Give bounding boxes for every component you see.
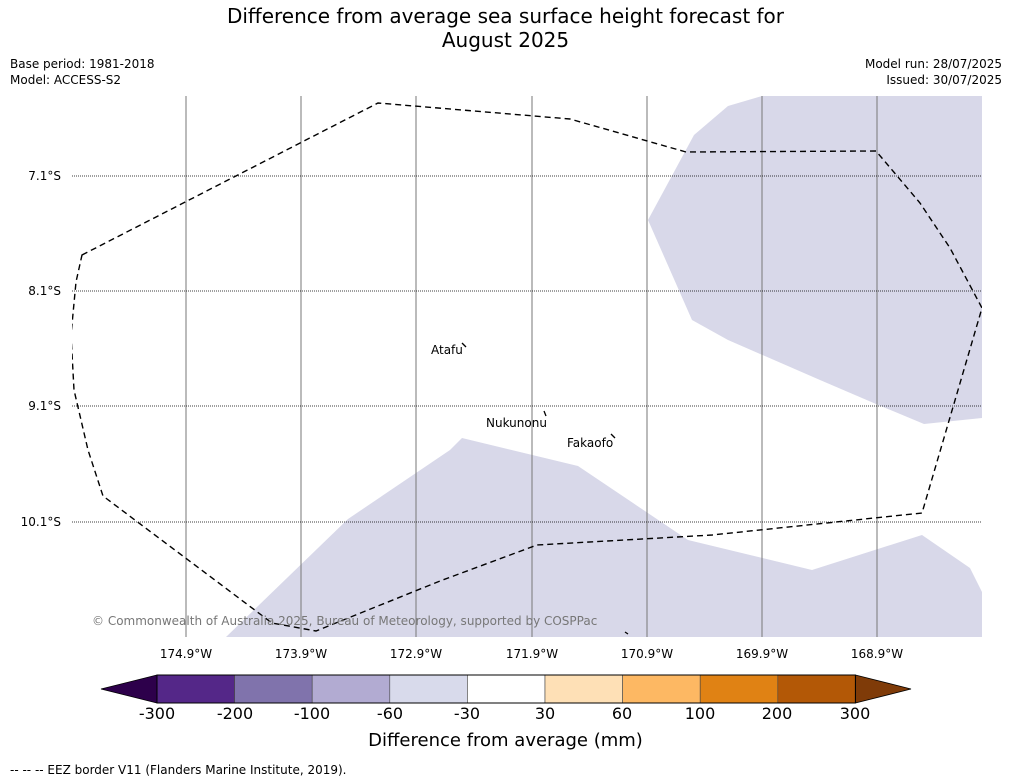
colorbar-extend-max (855, 674, 912, 704)
colorbar-segment-5 (544, 674, 623, 704)
map-title: Difference from average sea surface heig… (0, 4, 1011, 52)
issue-info: Model run: 28/07/2025 Issued: 30/07/2025 (865, 56, 1002, 88)
title-line-2: August 2025 (441, 28, 570, 52)
atafu-island-shape (461, 342, 467, 348)
lon-label-170-9w: 170.9°W (620, 647, 674, 661)
lon-label-168-9w: 168.9°W (850, 647, 904, 661)
colorbar-tick-minus300: -300 (138, 704, 176, 723)
lat-label-10-1s: 10.1°S (20, 515, 61, 529)
colorbar-tick-60: 60 (611, 704, 633, 723)
colorbar-segment-1 (234, 674, 313, 704)
colorbar-segment-2 (311, 674, 391, 704)
lon-label-173-9w: 173.9°W (274, 647, 328, 661)
lon-label-169-9w: 169.9°W (735, 647, 789, 661)
anomaly-region-south (226, 438, 982, 637)
colorbar-tick-200: 200 (761, 704, 793, 723)
lon-label-172-9w: 172.9°W (389, 647, 443, 661)
copyright-text: © Commonwealth of Australia 2025, Bureau… (92, 614, 598, 628)
colorbar-tick-minus60: -60 (376, 704, 404, 723)
model-run-text: Model run: 28/07/2025 (864, 57, 1002, 71)
fakaofo-island-shape (610, 433, 616, 439)
lat-label-9-1s: 9.1°S (28, 399, 61, 413)
colorbar-tick-minus200: -200 (216, 704, 254, 723)
lat-label-7-1s: 7.1°S (28, 169, 61, 183)
base-period-text: Base period: 1981-2018 (10, 57, 155, 71)
nukunonu-island-shape (543, 410, 547, 417)
colorbar-segment-4 (467, 674, 546, 704)
island-markers (461, 342, 629, 635)
longitude-gridlines (185, 96, 878, 637)
colorbar-tick-100: 100 (684, 704, 716, 723)
colorbar-extend-min (100, 674, 158, 704)
colorbar (100, 674, 912, 704)
colorbar-tick-minus100: -100 (293, 704, 331, 723)
eez-legend-footnote: -- -- -- EEZ border V11 (Flanders Marine… (10, 763, 347, 777)
title-line-1: Difference from average sea surface heig… (226, 4, 785, 28)
model-info: Base period: 1981-2018 Model: ACCESS-S2 (10, 56, 155, 88)
colorbar-tick-minus30: -30 (453, 704, 481, 723)
colorbar-segment-6 (622, 674, 701, 704)
model-name-text: Model: ACCESS-S2 (10, 73, 122, 87)
colorbar-title: Difference from average (mm) (368, 730, 643, 751)
place-label-atafu: Atafu (431, 343, 463, 357)
colorbar-segment-3 (389, 674, 468, 704)
colorbar-border (156, 674, 856, 704)
lon-label-174-9w: 174.9°W (159, 647, 213, 661)
place-label-fakaofo: Fakaofo (567, 436, 614, 450)
map-area (72, 96, 982, 637)
colorbar-segment-8 (777, 674, 856, 704)
lon-label-171-9w: 171.9°W (505, 647, 559, 661)
issued-text: Issued: 30/07/2025 (886, 73, 1002, 87)
colorbar-tick-30: 30 (534, 704, 556, 723)
colorbar-segment-7 (699, 674, 779, 704)
lat-label-8-1s: 8.1°S (28, 284, 61, 298)
swains-island-shape (624, 631, 629, 635)
colorbar-segment-0 (156, 674, 235, 704)
colorbar-tick-300: 300 (839, 704, 871, 723)
place-label-nukunonu: Nukunonu (486, 416, 547, 430)
